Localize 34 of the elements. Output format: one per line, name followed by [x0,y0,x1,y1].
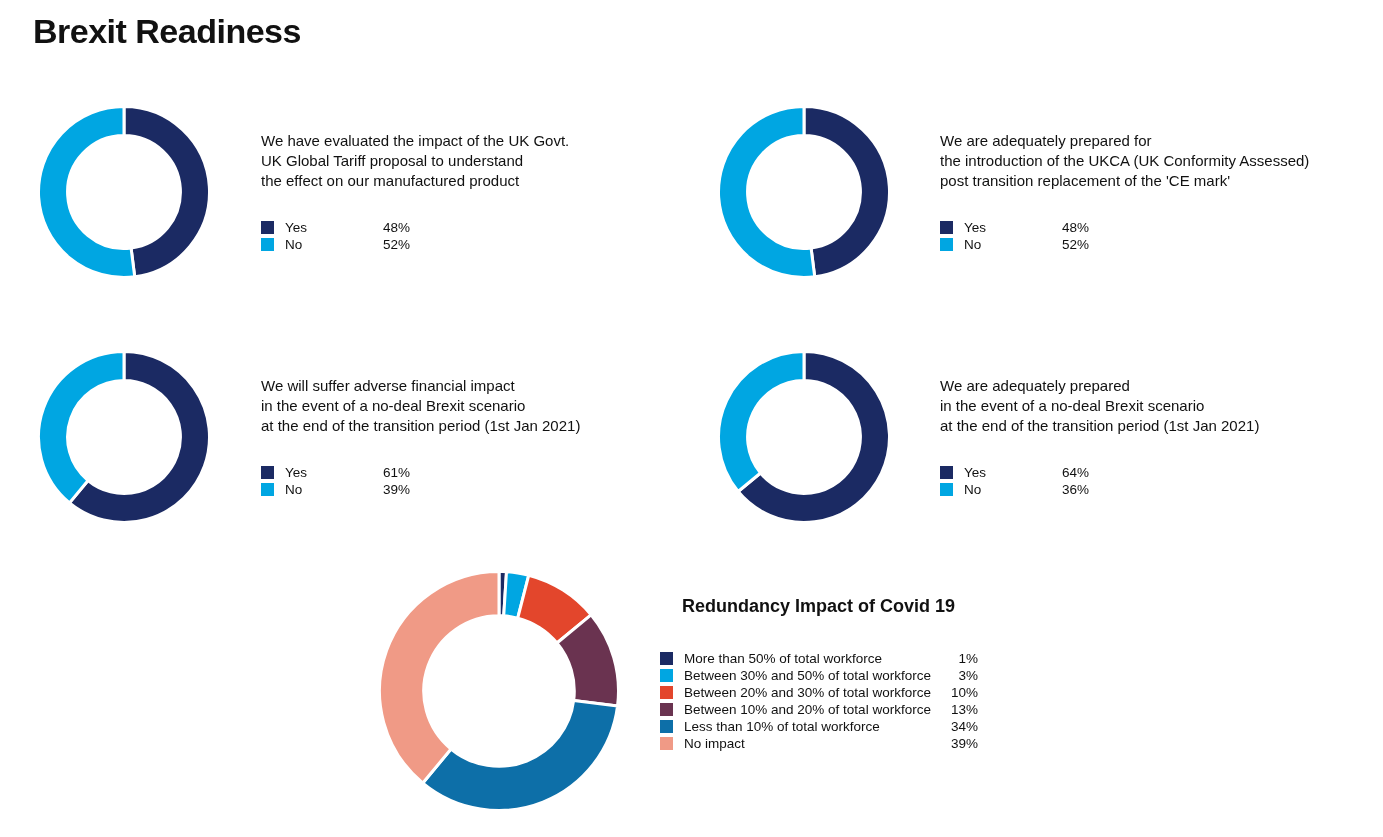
legend-label: Yes [964,465,988,480]
data-label: 39% [381,482,410,497]
text: Redundancy Impact of Covid 19 [682,596,956,617]
legend-label: Less than 10% of total workforce [684,719,881,734]
legend-label: More than 50% of total workforce [684,651,884,666]
legend-label: No [964,237,983,252]
legend-label: Yes [285,220,309,235]
legend-label: Yes [964,220,988,235]
text: We are adequately prepared for the introduction of the UKCA (UK Conformity Assessed) post transition replacement of the 'CE mark' [940,131,1310,191]
text: We have evaluated the impact of the UK Govt. UK Global Tariff proposal to understand the effect on our manufactured product [261,131,570,191]
data-label: 34% [949,719,978,734]
data-label: 48% [1060,220,1089,235]
data-label: 3% [957,668,978,683]
data-label: 39% [949,736,978,751]
data-label: 13% [949,702,978,717]
data-label: 36% [1060,482,1089,497]
data-label: 48% [381,220,410,235]
text: We will suffer adverse financial impact in the event of a no-deal Brexit scenario at the end of the transition period (1st Jan 2021) [261,376,581,436]
data-label: 61% [381,465,410,480]
legend-label: No [285,237,304,252]
data-label: 64% [1060,465,1089,480]
data-label: 52% [381,237,410,252]
legend-label: No [964,482,983,497]
data-label: 1% [957,651,978,666]
legend-label: Yes [285,465,309,480]
legend-label: Between 30% and 50% of total workforce [684,668,932,683]
legend-label: No [285,482,304,497]
legend-label: No impact [684,736,746,751]
text: Brexit Readiness [33,12,301,51]
text: We are adequately prepared in the event of a no-deal Brexit scenario at the end of the transition period (1st Jan 2021) [940,376,1260,436]
data-label: 10% [949,685,978,700]
legend-label: Between 10% and 20% of total workforce [684,702,932,717]
data-label: 52% [1060,237,1089,252]
legend-label: Between 20% and 30% of total workforce [684,685,932,700]
